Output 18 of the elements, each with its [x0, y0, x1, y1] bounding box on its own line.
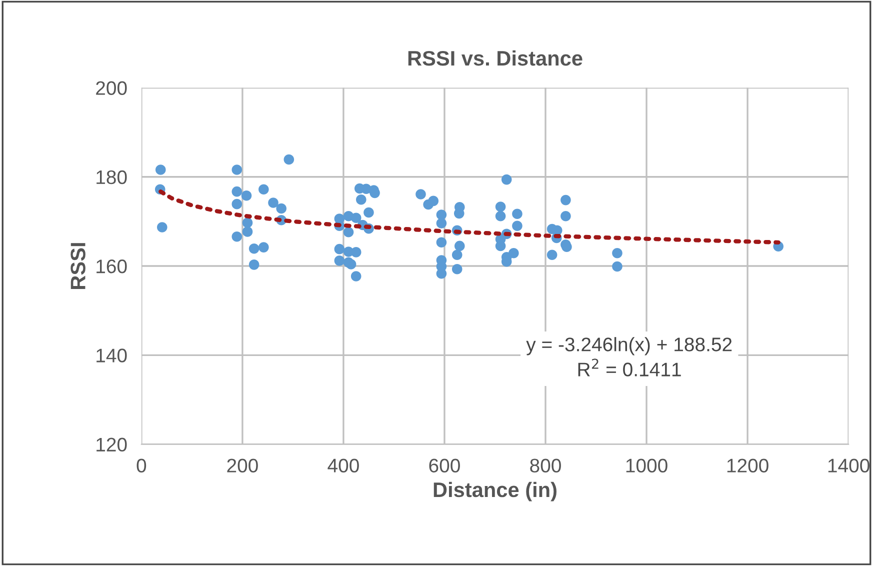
x-tick-label: 600 — [429, 458, 460, 472]
x-tick-label: 200 — [227, 458, 258, 472]
y-axis-title: RSSI — [70, 243, 86, 289]
y-tick-label: 140 — [96, 348, 127, 362]
annotation: y = -3.246ln(x) + 188.52 — [526, 337, 732, 356]
annotation: R$^{2}$ = 0.1411 — [578, 358, 681, 376]
y-tick-label: 160 — [96, 259, 127, 274]
y-tick-label: 120 — [96, 438, 127, 452]
y-tick-label: 200 — [96, 81, 127, 95]
x-tick-label: 0 — [136, 458, 146, 472]
x-tick-label: 400 — [328, 458, 359, 472]
x-tick-label: 1200 — [727, 458, 768, 472]
chart-title: RSSI vs. Distance — [408, 50, 582, 66]
x-tick-label: 1000 — [626, 458, 668, 472]
x-tick-label: 800 — [530, 458, 561, 472]
x-axis-title: Distance (in) — [434, 482, 556, 502]
y-tick-label: 180 — [96, 170, 127, 184]
x-tick-label: 1400 — [828, 458, 870, 472]
